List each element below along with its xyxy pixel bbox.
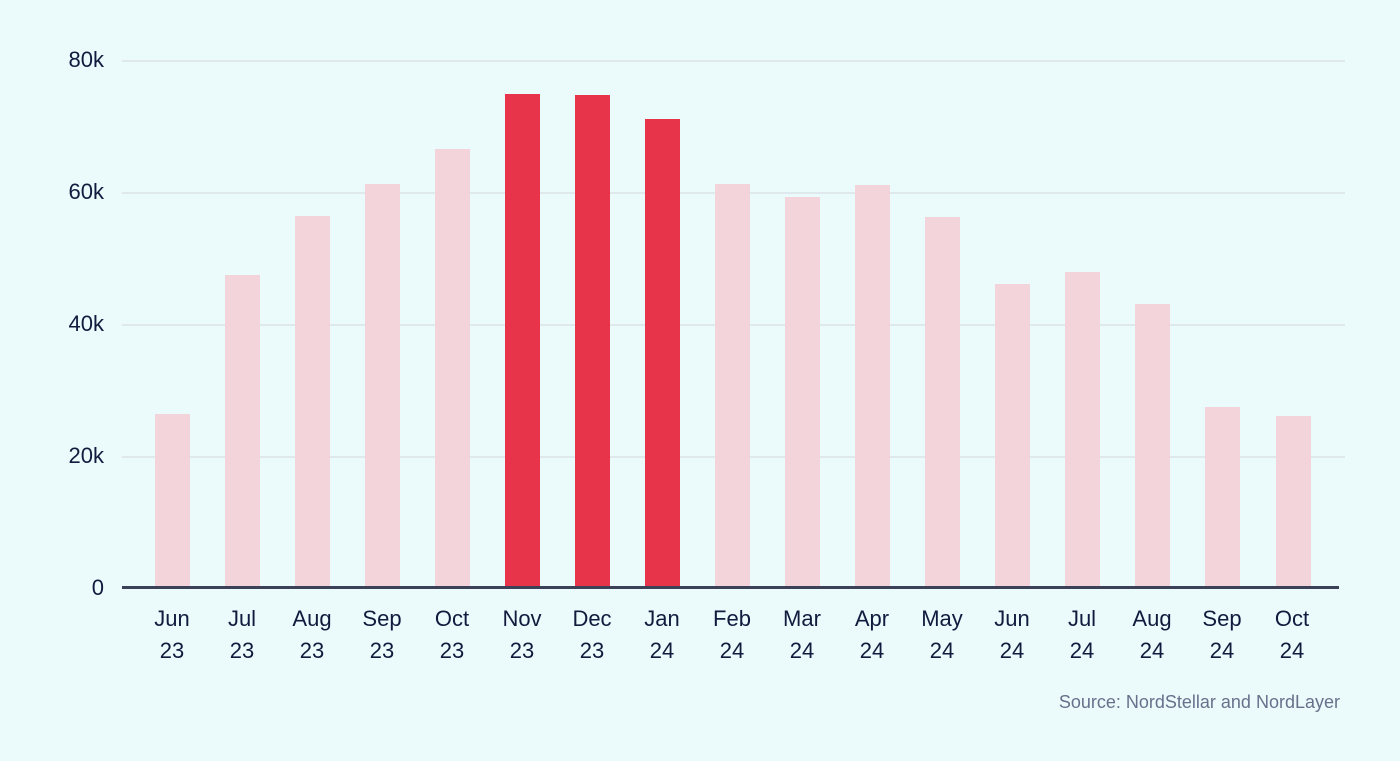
x-tick-label: May 24 [907,603,977,667]
x-tick-line: Mar [783,606,821,631]
bar-aug-24 [1135,304,1171,588]
bar-oct-24 [1275,415,1311,588]
bar-slot [347,60,417,588]
bar-apr-24 [855,185,891,588]
x-tick-label: Jul 23 [207,603,277,667]
x-tick-label: Nov 23 [487,603,557,667]
x-tick-label: Aug 23 [277,603,347,667]
x-tick-label: Aug 24 [1117,603,1187,667]
x-tick-line: 23 [369,638,395,663]
bar-slot [698,60,768,588]
bar-dec-23 [574,94,610,588]
x-tick-line: 24 [1139,638,1165,663]
bar-oct-23 [434,149,470,588]
x-tick-line: 24 [649,638,675,663]
bar-slot [627,60,697,588]
x-tick-line: Apr [854,606,890,631]
x-tick-label: Jan 24 [627,603,697,667]
bar-slot [277,60,347,588]
x-tick-line: Jul [1067,606,1097,631]
bar-feb-24 [715,184,751,588]
x-tick-line: 24 [1069,638,1095,663]
x-tick-line: 24 [1209,638,1235,663]
bar-slot [1118,60,1188,588]
source-caption: Source: NordStellar and NordLayer [1058,692,1340,712]
x-tick-line: Oct [434,606,470,631]
x-tick-label: Jul 24 [1047,603,1117,667]
x-tick-label: Jun 24 [977,603,1047,667]
x-tick-line: Aug [1132,606,1172,631]
x-tick-label: Jun 23 [137,603,207,667]
bar-aug-23 [294,215,330,588]
y-tick-label: 0 [91,575,104,600]
x-tick-line: 23 [439,638,465,663]
x-tick-line: 23 [229,638,255,663]
x-tick-line: 23 [159,638,185,663]
x-tick-label: Oct 24 [1257,603,1327,667]
bar-slot [557,60,627,588]
y-tick-label: 20k [68,443,104,468]
x-tick-line: 24 [999,638,1025,663]
bar-slot [417,60,487,588]
x-tick-line: Oct [1274,606,1310,631]
x-tick-line: Jul [227,606,257,631]
x-tick-line: 23 [299,638,325,663]
bar-nov-23 [504,94,540,588]
plot-area [122,60,1345,589]
x-axis-line [122,586,1339,589]
x-tick-label: Oct 23 [417,603,487,667]
bar-slot [137,60,207,588]
bar-slot [1188,60,1258,588]
x-tick-line: Feb [713,606,751,631]
x-axis: Jun 23 Jul 23 Aug 23 Sep 23 Oct 23 Nov 23 Dec 23 Jan 24… [137,603,1327,667]
x-tick-line: Jun [154,606,190,631]
x-tick-line: 24 [789,638,815,663]
x-tick-label: Dec 23 [557,603,627,667]
x-tick-label: Sep 24 [1187,603,1257,667]
x-tick-line: Jun [994,606,1030,631]
x-tick-label: Apr 24 [837,603,907,667]
x-tick-line: 24 [1279,638,1305,663]
y-tick-label: 40k [68,311,104,336]
bar-sep-24 [1205,407,1241,588]
x-tick-label: Sep 23 [347,603,417,667]
x-tick-line: Nov [502,606,542,631]
bar-series [137,60,1328,588]
x-tick-label: Mar 24 [767,603,837,667]
bar-slot [838,60,908,588]
x-tick-line: 23 [579,638,605,663]
bar-jun-24 [995,284,1031,588]
x-tick-label: Feb 24 [697,603,767,667]
bar-jun-23 [154,413,190,588]
bar-slot [768,60,838,588]
bar-slot [978,60,1048,588]
bar-slot [1048,60,1118,588]
bar-may-24 [925,217,961,588]
bar-slot [207,60,277,588]
y-tick-label: 80k [68,47,104,72]
bar-slot [1258,60,1328,588]
bar-slot [487,60,557,588]
gridline [122,60,1345,62]
bar-sep-23 [364,184,400,588]
x-tick-line: Dec [572,606,612,631]
bar-jan-24 [644,118,680,588]
x-tick-line: Sep [362,606,402,631]
x-tick-line: 24 [719,638,745,663]
x-tick-line: Jan [644,606,680,631]
x-tick-line: 24 [929,638,955,663]
x-tick-line: Sep [1202,606,1242,631]
bar-jul-23 [224,275,260,588]
bar-mar-24 [785,197,821,588]
x-tick-line: Aug [292,606,332,631]
bar-jul-24 [1065,271,1101,588]
bar-slot [908,60,978,588]
x-tick-line: 23 [509,638,535,663]
y-tick-label: 60k [68,179,104,204]
x-tick-line: May [921,606,963,631]
y-axis: 0 20k 40k 60k 80k [0,0,104,761]
x-tick-line: 24 [859,638,885,663]
